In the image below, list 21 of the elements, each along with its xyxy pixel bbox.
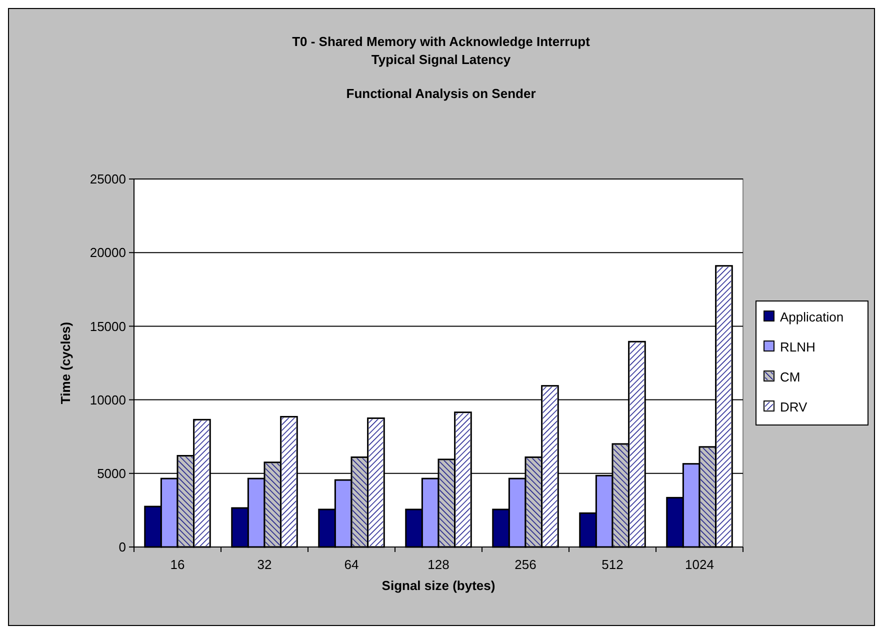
chart-subtitle: Functional Analysis on Sender xyxy=(346,86,536,101)
x-tick-label: 64 xyxy=(344,557,359,572)
y-tick-label: 25000 xyxy=(90,172,126,187)
x-tick-label: 256 xyxy=(514,557,536,572)
x-tick-label: 512 xyxy=(602,557,624,572)
y-tick-label: 15000 xyxy=(90,318,126,334)
chart-title: T0 - Shared Memory with Acknowledge Interrupt Typical Signal Latency xyxy=(292,34,591,67)
x-axis-title: Signal size (bytes) xyxy=(382,578,496,593)
x-tick-label: 16 xyxy=(170,557,185,572)
y-axis-title: Time (cycles) xyxy=(58,322,73,404)
x-tick-label: 32 xyxy=(257,557,272,572)
legend-label: RLNH xyxy=(780,340,816,355)
legend-label: Application xyxy=(780,310,844,325)
legend-label: CM xyxy=(780,370,800,385)
x-tick-label: 128 xyxy=(428,557,450,572)
y-tick-label: 10000 xyxy=(90,392,126,408)
y-tick-label: 0 xyxy=(118,540,126,555)
legend-label: DRV xyxy=(780,400,808,415)
x-tick-label: 1024 xyxy=(685,557,714,572)
y-tick-label: 5000 xyxy=(97,466,126,481)
y-tick-label: 20000 xyxy=(90,245,126,260)
